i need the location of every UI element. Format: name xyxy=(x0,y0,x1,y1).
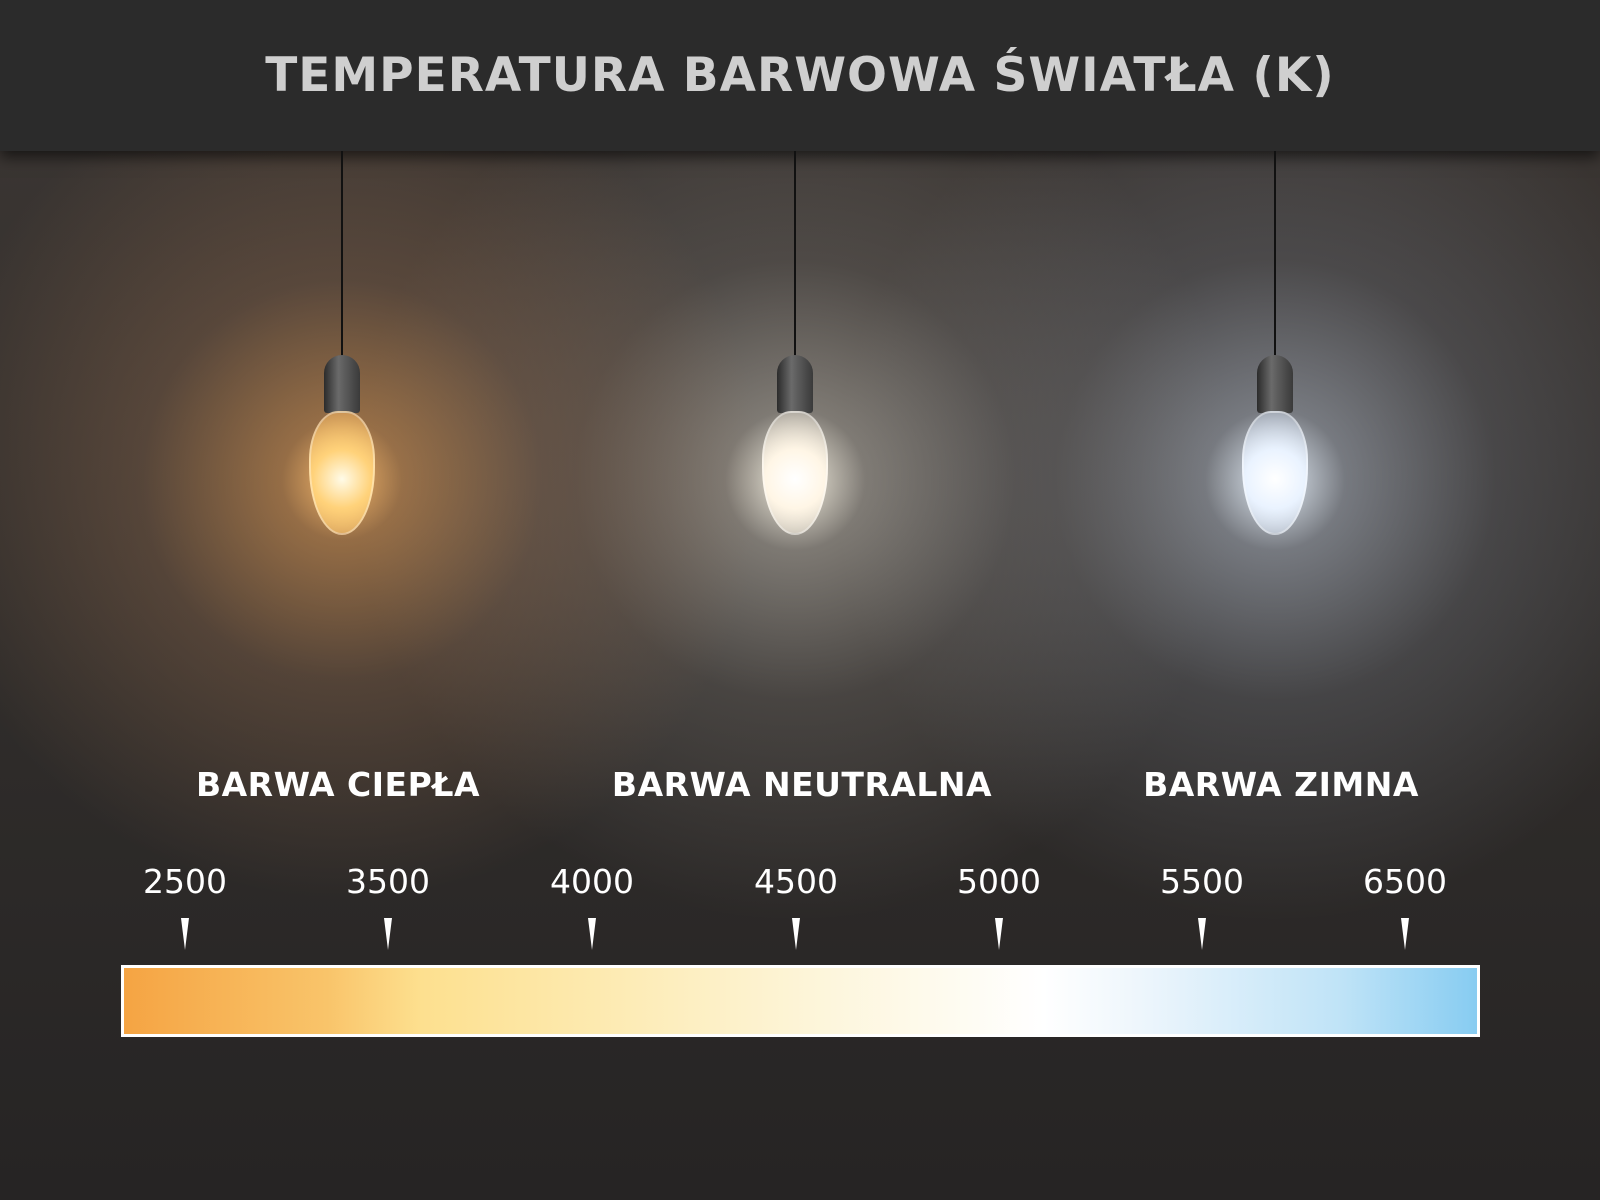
label-cold: BARWA ZIMNA xyxy=(1143,765,1419,804)
bulb-neutral xyxy=(755,151,835,541)
socket xyxy=(777,355,813,413)
cord xyxy=(341,151,343,357)
color-temperature-gradient-bar xyxy=(121,965,1480,1037)
bulb-glass xyxy=(1242,411,1308,535)
scale-value: 4000 xyxy=(550,862,634,901)
cord xyxy=(794,151,796,357)
page-title: TEMPERATURA BARWOWA ŚWIATŁA (K) xyxy=(265,48,1335,103)
scale-value: 6500 xyxy=(1363,862,1447,901)
bulb-glass xyxy=(762,411,828,535)
label-warm: BARWA CIEPŁA xyxy=(195,765,481,804)
label-neutral: BARWA NEUTRALNA xyxy=(611,765,993,804)
socket xyxy=(1257,355,1293,413)
tick-marker xyxy=(181,918,189,950)
scale-value: 2500 xyxy=(143,862,227,901)
scale-value: 3500 xyxy=(346,862,430,901)
tick-marker xyxy=(995,918,1003,950)
tick-marker xyxy=(588,918,596,950)
scale-value: 4500 xyxy=(754,862,838,901)
socket xyxy=(324,355,360,413)
tick-marker xyxy=(384,918,392,950)
cord xyxy=(1274,151,1276,357)
bulb-cold xyxy=(1235,151,1315,541)
header-bar: TEMPERATURA BARWOWA ŚWIATŁA (K) xyxy=(0,0,1600,151)
bulb-glass xyxy=(309,411,375,535)
bulb-warm xyxy=(302,151,382,541)
tick-marker xyxy=(1198,918,1206,950)
scale-value: 5500 xyxy=(1160,862,1244,901)
scale-value: 5000 xyxy=(957,862,1041,901)
tick-marker xyxy=(792,918,800,950)
tick-marker xyxy=(1401,918,1409,950)
